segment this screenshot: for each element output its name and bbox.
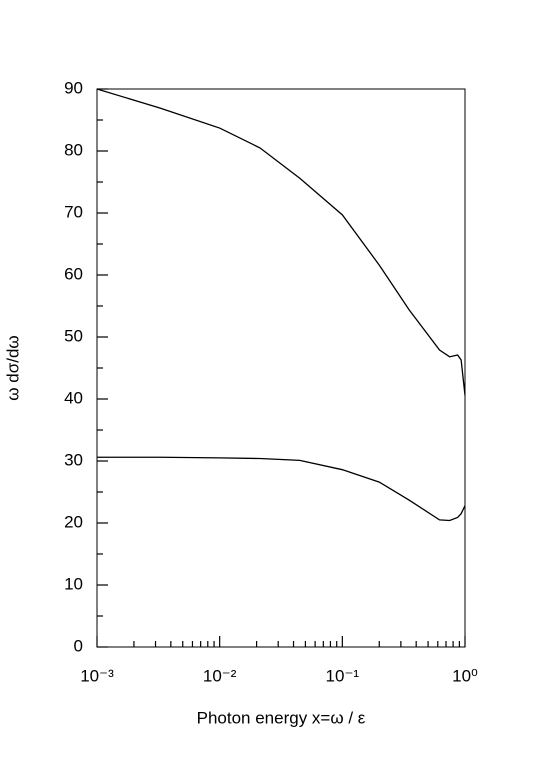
data-line	[96, 88, 466, 396]
x-axis-label: Photon energy x=ω / ε	[197, 708, 366, 727]
y-tick-label: 50	[64, 326, 83, 345]
y-tick-label: 20	[64, 512, 83, 531]
y-tick-label: 30	[64, 450, 83, 469]
x-tick-label: 10⁻³	[80, 666, 114, 685]
x-tick-label: 10⁰	[452, 666, 478, 685]
y-tick-label: 10	[64, 574, 83, 593]
x-tick-label: 10⁻²	[203, 666, 237, 685]
y-tick-label: 0	[74, 636, 83, 655]
plot-frame	[96, 88, 466, 648]
y-tick-label: 40	[64, 388, 83, 407]
data-line	[97, 456, 466, 522]
y-tick-label: 70	[64, 202, 83, 221]
y-axis-label: ω dσ/dω	[3, 335, 22, 400]
y-tick-label: 60	[64, 264, 83, 283]
y-tick-label: 80	[64, 140, 83, 159]
x-tick-label: 10⁻¹	[326, 666, 360, 685]
y-tick-label: 90	[64, 78, 83, 97]
